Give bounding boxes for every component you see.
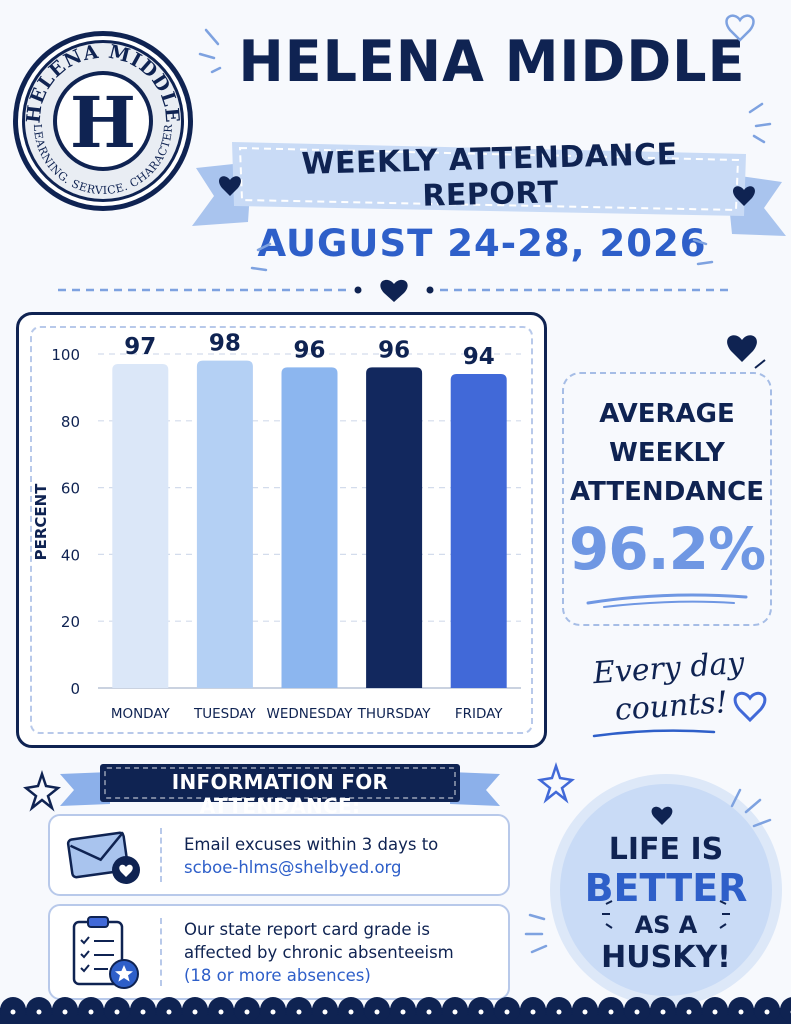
average-box bbox=[562, 372, 772, 626]
report-subtitle: WEEKLY ATTENDANCE REPORT bbox=[301, 137, 679, 214]
bar-value-label: 96 bbox=[378, 337, 410, 363]
husky-badge bbox=[550, 774, 782, 1006]
sparkle-right-icon bbox=[719, 900, 730, 929]
y-tick-label: 40 bbox=[61, 546, 80, 564]
average-label-line: WEEKLY bbox=[609, 438, 725, 468]
bar-thursday bbox=[366, 367, 423, 688]
bar-value-label: 97 bbox=[124, 334, 156, 360]
average-value: 96.2% bbox=[568, 515, 766, 583]
info-title: INFORMATION FOR ATTENDANCE: bbox=[171, 770, 389, 818]
ribbon-heart-right-icon bbox=[733, 186, 755, 206]
x-tick-label: MONDAY bbox=[111, 706, 171, 722]
bar-friday bbox=[450, 374, 507, 688]
star-outline-icon bbox=[23, 770, 61, 812]
bar-monday bbox=[112, 364, 169, 688]
husky-line-emphasis: BETTER bbox=[584, 866, 748, 910]
slogan: Every day counts! bbox=[568, 643, 773, 733]
envelope-heart-icon bbox=[66, 831, 140, 884]
heart-tail-icon bbox=[754, 359, 766, 369]
husky-heart-icon bbox=[651, 806, 673, 825]
subtitle-ribbon bbox=[192, 142, 786, 236]
x-tick-label: FRIDAY bbox=[455, 706, 503, 722]
card-divider bbox=[160, 918, 162, 986]
info-banner bbox=[60, 764, 500, 806]
page-title: HELENA MIDDLE bbox=[238, 28, 746, 95]
email-address-link[interactable]: scboe-hlms@shelbyed.org bbox=[184, 858, 402, 877]
x-tick-label: THURSDAY bbox=[357, 706, 432, 722]
sparkle-lines-icon bbox=[524, 913, 548, 954]
info-card-absenteeism: Our state report card grade is affected … bbox=[48, 904, 510, 1000]
attendance-bar-chart: 0 20 40 60 80 100 97 98 96 96 94 MONDAY TUESDAY WED… bbox=[32, 331, 521, 722]
absence-threshold-text: (18 or more absences) bbox=[184, 966, 371, 985]
seal-letter: H bbox=[70, 81, 136, 164]
divider-heart-icon bbox=[380, 279, 408, 302]
header-divider bbox=[58, 279, 730, 302]
email-info-text: Email excuses within 3 days to bbox=[184, 835, 439, 854]
clipboard-checklist-icon bbox=[72, 916, 139, 989]
y-axis-label: PERCENT bbox=[32, 483, 50, 561]
sparkle-lines-icon bbox=[198, 28, 222, 74]
y-tick-label: 20 bbox=[61, 613, 80, 631]
slogan-underline bbox=[592, 729, 716, 738]
husky-line: AS A bbox=[634, 911, 698, 939]
y-tick-label: 80 bbox=[61, 413, 80, 431]
x-tick-label: WEDNESDAY bbox=[266, 706, 353, 722]
average-label-line: ATTENDANCE bbox=[570, 477, 764, 507]
absenteeism-info-line: Our state report card grade is bbox=[184, 920, 430, 939]
ribbon-heart-left-icon bbox=[219, 176, 241, 196]
card-divider bbox=[160, 828, 162, 882]
chart-inner-border bbox=[30, 326, 533, 734]
date-range: AUGUST 24-28, 2026 bbox=[257, 222, 707, 265]
y-tick-label: 0 bbox=[70, 680, 80, 698]
absenteeism-info-line: affected by chronic absenteeism bbox=[184, 943, 454, 962]
average-underline bbox=[586, 593, 748, 608]
x-tick-label: TUESDAY bbox=[193, 706, 257, 722]
info-card-email: Email excuses within 3 days to scboe-hlm… bbox=[48, 814, 510, 896]
school-seal-logo: HELENA MIDDLE LEARNING. SERVICE. CHARACT… bbox=[13, 31, 193, 211]
bar-value-label: 96 bbox=[293, 337, 325, 363]
y-tick-label: 60 bbox=[61, 480, 80, 498]
bar-value-label: 98 bbox=[209, 331, 241, 357]
husky-line: HUSKY! bbox=[601, 940, 731, 975]
average-label-line: AVERAGE bbox=[599, 399, 735, 429]
sparkle-left-icon bbox=[602, 900, 613, 929]
heart-icon bbox=[727, 335, 757, 362]
y-tick-label: 100 bbox=[51, 346, 80, 364]
bar-value-label: 94 bbox=[463, 344, 495, 370]
average-label: AVERAGE WEEKLY ATTENDANCE bbox=[566, 395, 768, 512]
scalloped-border bbox=[0, 997, 791, 1024]
bar-tuesday bbox=[196, 360, 253, 688]
bar-wednesday bbox=[281, 367, 338, 688]
husky-line: LIFE IS bbox=[608, 832, 724, 867]
